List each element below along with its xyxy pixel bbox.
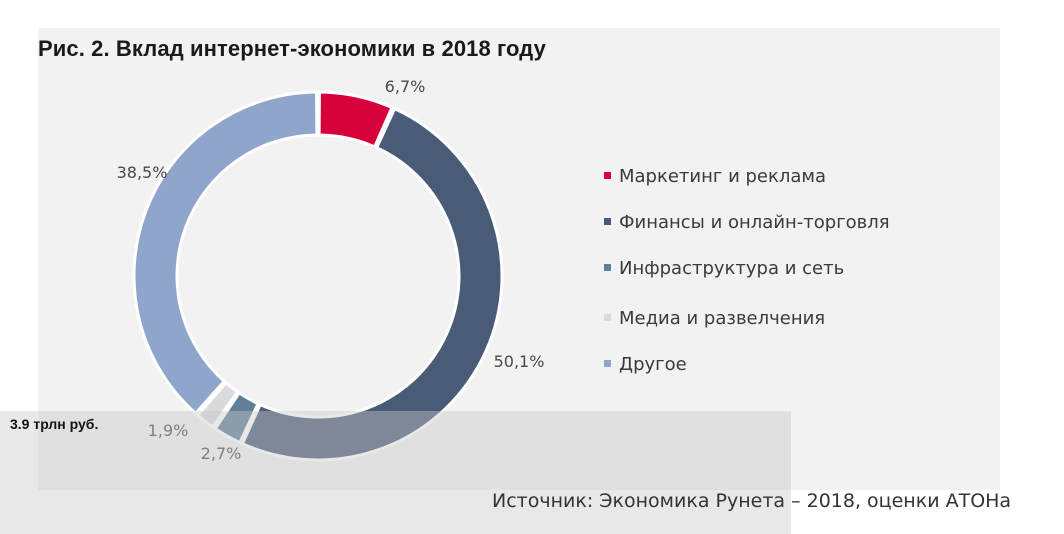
legend-item: Другое (604, 354, 687, 375)
slice-label: 38,5% (117, 163, 168, 182)
donut-slice (213, 390, 261, 445)
source-note: Источник: Экономика Рунета – 2018, оценк… (492, 490, 1012, 512)
legend-item: Медиа и развелчения (604, 308, 825, 329)
donut-slice (317, 90, 394, 149)
legend-swatch (604, 217, 611, 225)
legend-label: Медиа и развелчения (619, 308, 826, 329)
chart-title: Рис. 2. Вклад интернет-экономики в 2018 … (38, 36, 546, 61)
slice-label: 50,1% (494, 352, 545, 371)
legend-label: Другое (619, 354, 687, 375)
slice-labels: 6,7% 50,1% 2,7% 1,9% 38,5% (117, 77, 545, 463)
donut-slices (132, 90, 504, 462)
slice-label: 1,9% (148, 421, 189, 440)
legend-item: Маркетинг и реклама (604, 166, 826, 187)
donut-slice (132, 90, 319, 416)
legend-label: Финансы и онлайн-торговля (619, 212, 890, 233)
legend-swatch (604, 313, 611, 321)
slice-label: 6,7% (385, 77, 426, 96)
overlay-band (0, 411, 791, 534)
donut-slice (240, 106, 504, 462)
legend-item: Инфраструктура и сеть (604, 258, 844, 279)
legend-swatch (604, 263, 611, 271)
legend-label: Маркетинг и реклама (619, 166, 826, 187)
legend-swatch (604, 359, 611, 367)
total-label: 3.9 трлн руб. (10, 416, 99, 432)
legend-item: Финансы и онлайн-торговля (604, 212, 890, 233)
donut-slice (195, 380, 240, 430)
legend-label: Инфраструктура и сеть (619, 258, 845, 279)
legend-swatch (604, 171, 611, 179)
slice-label: 2,7% (201, 444, 242, 463)
